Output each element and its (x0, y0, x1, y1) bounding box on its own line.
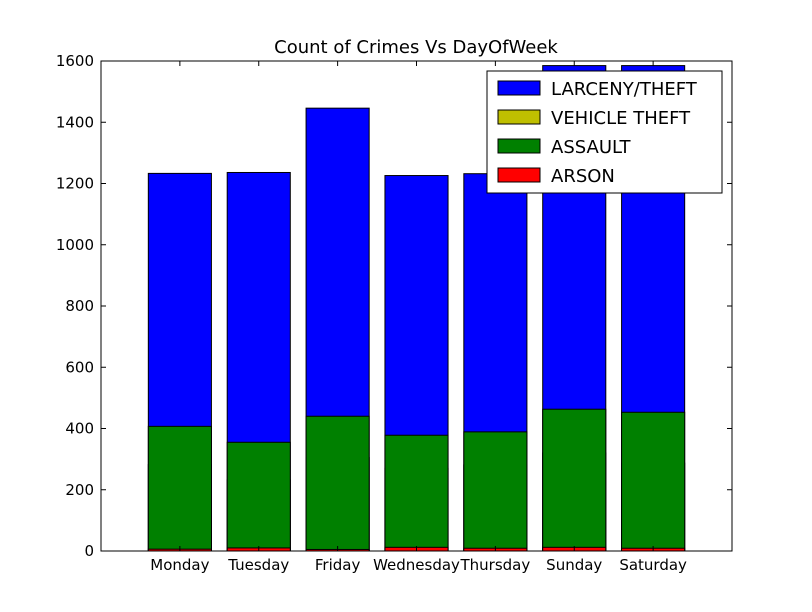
y-tick-label: 1400 (56, 113, 94, 131)
bar-assault-sunday (542, 408, 607, 552)
x-tick-label-sunday: Sunday (546, 556, 602, 574)
legend-swatch-arson (497, 167, 541, 183)
x-tick-label-friday: Friday (315, 556, 361, 574)
x-tick-label-wednesday: Wednesday (373, 556, 460, 574)
legend-label-assault: ASSAULT (551, 137, 632, 158)
bar-assault-saturday (621, 411, 686, 552)
x-tick-label-thursday: Thursday (460, 556, 531, 574)
x-tick-label-tuesday: Tuesday (227, 556, 289, 574)
legend-swatch-assault (497, 138, 541, 154)
bar-assault-thursday (463, 431, 528, 552)
x-tick-label-saturday: Saturday (619, 556, 687, 574)
legend-swatch-vehicle-theft (497, 109, 541, 125)
bar-assault-friday (305, 415, 370, 552)
legend: LARCENY/THEFT VEHICLE THEFT ASSAULT ARSON (486, 70, 723, 194)
bar-assault-tuesday (226, 441, 291, 552)
legend-label-vehicle-theft: VEHICLE THEFT (551, 108, 691, 129)
y-axis: 0 200 400 600 800 1000 1200 1400 1600 (56, 52, 732, 560)
y-tick-label: 800 (65, 297, 94, 315)
y-tick-label: 400 (65, 420, 94, 438)
legend-swatch-larceny-theft (497, 80, 541, 96)
chart-title: Count of Crimes Vs DayOfWeek (274, 37, 558, 58)
y-tick-label: 1000 (56, 236, 94, 254)
x-axis: Monday Tuesday Friday Wednesday Thursday Sund… (150, 61, 687, 574)
y-tick-label: 1200 (56, 175, 94, 193)
y-tick-label: 0 (84, 542, 94, 560)
y-tick-label: 600 (65, 358, 94, 376)
y-tick-label: 1600 (56, 52, 94, 70)
y-tick-label: 200 (65, 481, 94, 499)
bar-assault-monday (147, 425, 212, 552)
bar-assault-wednesday (384, 434, 449, 552)
legend-label-larceny-theft: LARCENY/THEFT (551, 79, 698, 100)
x-tick-label-monday: Monday (150, 556, 209, 574)
legend-label-arson: ARSON (551, 166, 615, 187)
